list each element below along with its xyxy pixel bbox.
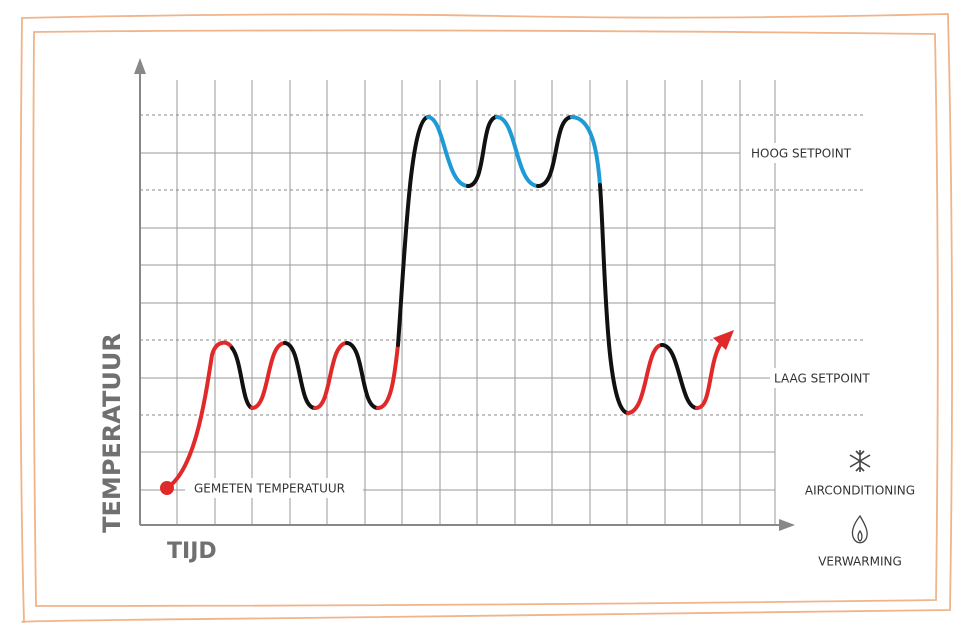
heating-label: VERWARMING (818, 555, 902, 569)
label-box (745, 143, 865, 163)
x-axis-label: TIJD (167, 539, 217, 564)
snowflake-icon (849, 450, 871, 472)
measured-label: GEMETEN TEMPERATUUR (194, 482, 345, 496)
label-box (185, 478, 363, 498)
flame-icon (851, 514, 868, 544)
high-setpoint-label: HOOG SETPOINT (751, 147, 852, 161)
axes (134, 58, 795, 531)
y-axis-label: TEMPERATUUR (98, 333, 126, 533)
temperature-curve (160, 115, 734, 495)
low-setpoint-label: LAAG SETPOINT (774, 372, 870, 386)
label-box (770, 368, 865, 388)
frame (19, 13, 953, 623)
cooling-label: AIRCONDITIONING (805, 484, 915, 498)
grid (140, 80, 865, 525)
